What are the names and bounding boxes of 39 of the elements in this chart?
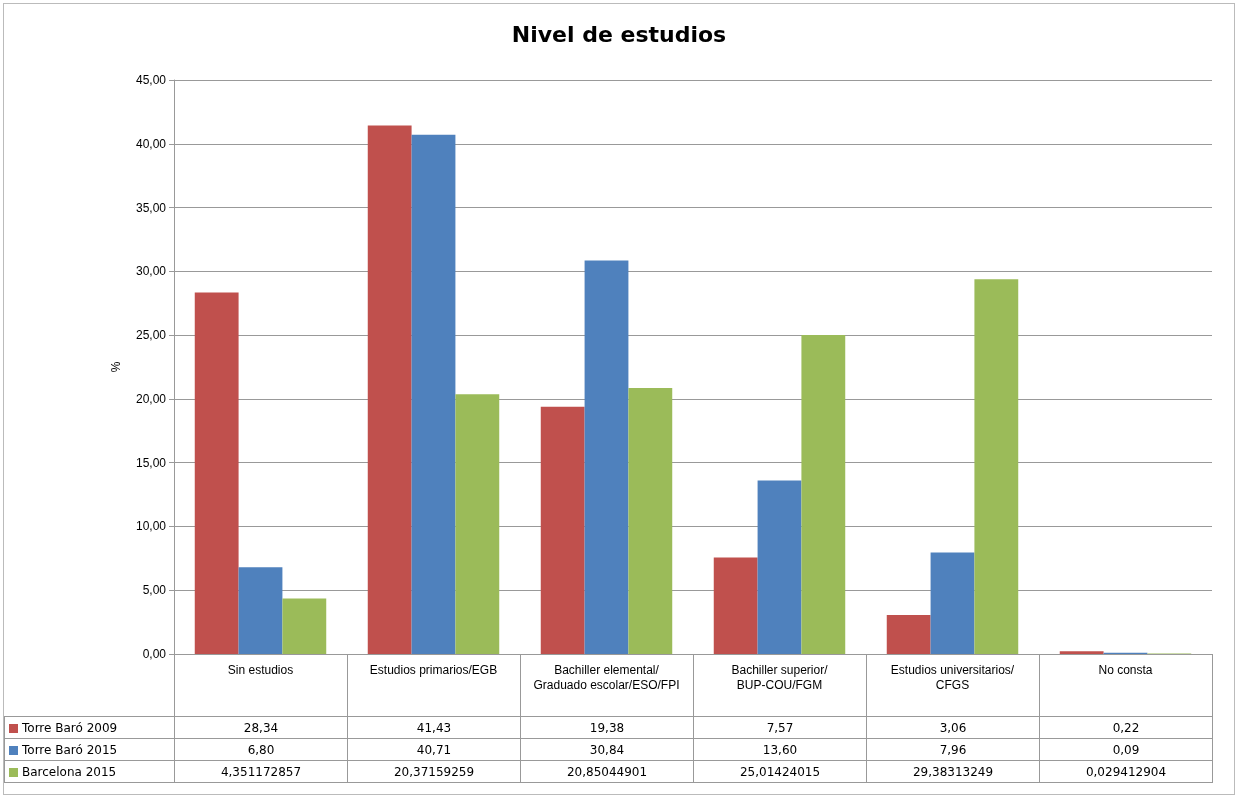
x-tick-label: Bachiller superior/BUP-COU/FGM <box>731 662 829 692</box>
y-tick-label: 45,00 <box>135 73 167 87</box>
data-label: 28,34 <box>174 716 348 739</box>
x-tick-label: No consta <box>1098 662 1153 677</box>
data-label: 25,01424015 <box>693 760 867 783</box>
y-tick-label: 40,00 <box>135 136 167 151</box>
data-label: 29,38313249 <box>866 760 1040 783</box>
data-label: 19,38 <box>520 716 694 739</box>
y-tick-label: 35,00 <box>135 200 167 215</box>
data-label: 20,85044901 <box>520 760 694 783</box>
legend-label: Torre Baró 2009 <box>4 716 175 739</box>
data-label: 40,71 <box>347 738 521 761</box>
data-label: 4,351172857 <box>174 760 348 783</box>
y-tick-label: 5,00 <box>142 583 167 598</box>
data-label: 7,96 <box>866 738 1040 761</box>
y-tick-label: 15,00 <box>135 455 167 470</box>
x-tick-label: Estudios primarios/EGB <box>369 662 498 677</box>
data-label: 6,80 <box>174 738 348 761</box>
data-label: 20,37159259 <box>347 760 521 783</box>
data-label: 3,06 <box>866 716 1040 739</box>
y-tick-label: 10,00 <box>135 519 167 534</box>
x-tick-label: Sin estudios <box>227 662 294 677</box>
y-tick-label: 25,00 <box>135 328 167 343</box>
y-axis-title: % <box>109 361 123 373</box>
data-label: 7,57 <box>693 716 867 739</box>
data-label: 0,22 <box>1039 716 1213 739</box>
data-label: 30,84 <box>520 738 694 761</box>
chart-title: Nivel de estudios <box>511 21 727 47</box>
y-tick-label: 0,00 <box>142 647 167 661</box>
legend-label: Barcelona 2015 <box>4 760 175 783</box>
data-label: 13,60 <box>693 738 867 761</box>
y-tick-label: 30,00 <box>135 264 167 279</box>
data-label: 0,09 <box>1039 738 1213 761</box>
x-tick-label: Estudios universitarios/CFGS <box>890 662 1015 692</box>
x-tick-label: Bachiller elemental/Graduado escolar/ESO/FPI <box>533 662 680 692</box>
data-label: 41,43 <box>347 716 521 739</box>
data-label: 0,029412904 <box>1039 760 1213 783</box>
legend-label: Torre Baró 2015 <box>4 738 175 761</box>
y-tick-label: 20,00 <box>135 391 167 406</box>
